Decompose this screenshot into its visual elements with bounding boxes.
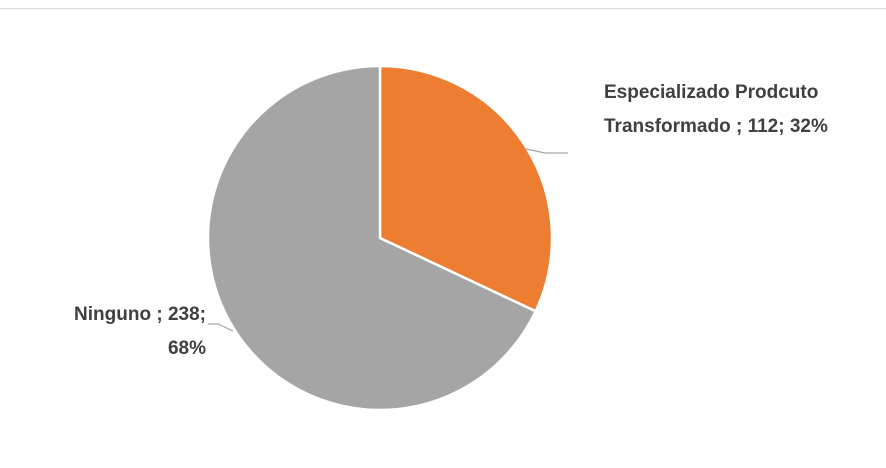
- data-label-line: Ninguno ; 238;: [74, 304, 206, 325]
- pie-slice-ninguno: [206, 64, 537, 412]
- pie-slice-especializado-prodcuto-transformado: [378, 64, 554, 313]
- data-label-line: Especializado Prodcuto: [604, 82, 818, 103]
- data-label: Especializado Prodcuto Transformado ; 112…: [604, 82, 828, 137]
- leader-line: [208, 323, 234, 332]
- leader-line: [525, 148, 568, 154]
- chart-top-border: [0, 8, 886, 9]
- data-label: Ninguno ; 238; 68%: [74, 304, 206, 359]
- data-label-line: Transformado ; 112; 32%: [604, 116, 828, 137]
- data-label-line: 68%: [168, 338, 206, 359]
